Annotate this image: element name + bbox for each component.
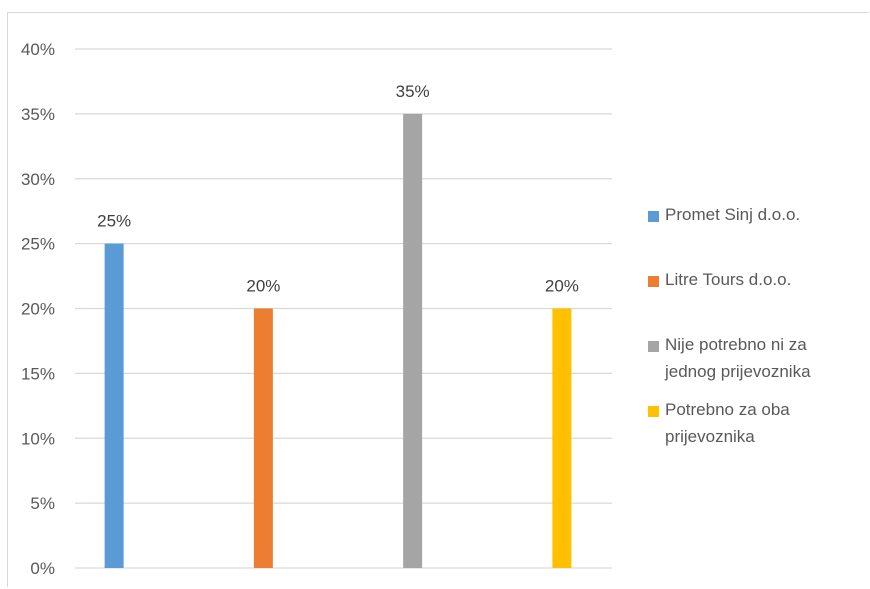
legend-label-line: Potrebno za oba bbox=[665, 400, 790, 419]
data-label: 20% bbox=[246, 277, 280, 296]
legend-swatch bbox=[648, 341, 659, 352]
y-tick-label: 20% bbox=[21, 300, 55, 319]
bar bbox=[253, 308, 273, 568]
legend-label-line: Litre Tours d.o.o. bbox=[665, 270, 792, 289]
legend-swatch bbox=[648, 211, 659, 222]
y-tick-label: 40% bbox=[21, 40, 55, 59]
chart-frame bbox=[7, 12, 869, 587]
legend-item: Nije potrebno ni za jednog prijevoznika bbox=[648, 335, 811, 385]
y-tick-label: 0% bbox=[30, 559, 55, 578]
legend-swatch bbox=[648, 276, 659, 287]
legend-label-line: jednog prijevoznika bbox=[665, 362, 811, 381]
legend-swatch bbox=[648, 406, 659, 417]
legend-label-line: Nije potrebno ni za bbox=[665, 335, 807, 354]
y-tick-label: 35% bbox=[21, 105, 55, 124]
y-tick-label: 5% bbox=[30, 494, 55, 513]
legend-label-line: prijevoznika bbox=[665, 427, 755, 446]
data-label: 25% bbox=[97, 212, 131, 231]
legend-item: Potrebno za oba prijevoznika bbox=[648, 400, 790, 450]
y-tick-label: 25% bbox=[21, 235, 55, 254]
y-tick-label: 10% bbox=[21, 429, 55, 448]
bar bbox=[552, 308, 572, 568]
legend-label-line: Promet Sinj d.o.o. bbox=[665, 205, 801, 224]
legend-item: Promet Sinj d.o.o. bbox=[648, 205, 800, 228]
legend-item: Litre Tours d.o.o. bbox=[648, 270, 791, 293]
legend-label: Litre Tours d.o.o. bbox=[665, 266, 791, 293]
bar bbox=[104, 243, 124, 568]
data-label: 20% bbox=[545, 277, 579, 296]
legend-label: Potrebno za oba prijevoznika bbox=[665, 396, 790, 450]
legend-label: Promet Sinj d.o.o. bbox=[665, 201, 800, 228]
y-tick-label: 30% bbox=[21, 170, 55, 189]
data-label: 35% bbox=[396, 82, 430, 101]
bar bbox=[403, 113, 423, 568]
y-tick-label: 15% bbox=[21, 364, 55, 383]
legend-label: Nije potrebno ni za jednog prijevoznika bbox=[665, 331, 811, 385]
